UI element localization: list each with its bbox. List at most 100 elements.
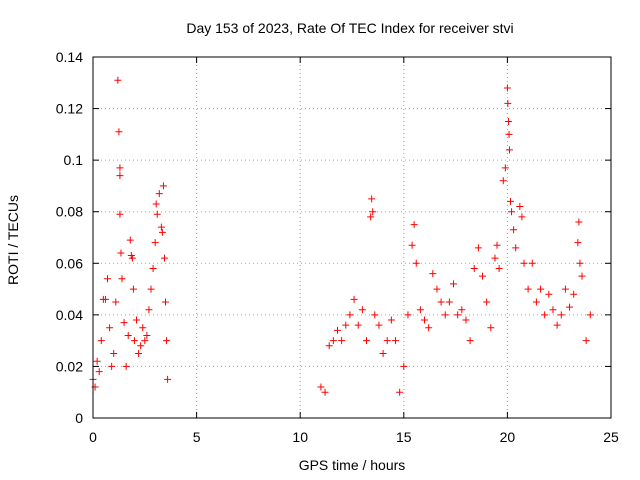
data-point-marker — [441, 311, 449, 319]
data-point-marker — [95, 368, 103, 376]
data-point-marker — [321, 388, 329, 396]
data-point-marker — [375, 321, 383, 329]
data-point-marker — [416, 306, 424, 314]
x-tick-label: 20 — [500, 429, 516, 445]
data-point-marker — [115, 128, 123, 136]
data-point-marker — [586, 311, 594, 319]
data-point-marker — [164, 375, 172, 383]
plot-frame — [92, 56, 612, 419]
data-point-marker — [122, 362, 130, 370]
data-point-marker — [487, 324, 495, 332]
data-point-marker — [505, 130, 513, 138]
data-point-marker — [578, 272, 586, 280]
data-point-marker — [368, 195, 376, 203]
data-point-marker — [541, 311, 549, 319]
x-tick-label: 0 — [89, 429, 97, 445]
data-point-marker — [524, 285, 532, 293]
y-tick-label: 0.08 — [56, 204, 83, 220]
y-tick-label: 0 — [75, 410, 83, 426]
data-point-marker — [493, 241, 501, 249]
data-point-marker — [553, 321, 561, 329]
data-point-marker — [143, 331, 151, 339]
data-point-marker — [454, 311, 462, 319]
data-point-marker — [149, 264, 157, 272]
data-point-marker — [118, 275, 126, 283]
data-point-marker — [516, 203, 524, 211]
y-tick-label: 0.02 — [56, 358, 83, 374]
data-point-marker — [479, 272, 487, 280]
data-point-marker — [367, 213, 375, 221]
data-point-marker — [338, 337, 346, 345]
x-tick-label: 5 — [193, 429, 201, 445]
data-point-marker — [421, 316, 429, 324]
data-point-marker — [570, 290, 578, 298]
data-point-marker — [329, 337, 337, 345]
x-axis-label: GPS time / hours — [299, 457, 406, 473]
data-point-marker — [425, 324, 433, 332]
data-point-marker — [445, 298, 453, 306]
data-point-marker — [504, 99, 512, 107]
x-tick-label: 15 — [396, 429, 412, 445]
x-axis-ticks: 0 5 10 15 20 25 — [89, 57, 619, 445]
x-tick-label: 25 — [603, 429, 619, 445]
data-point-marker — [408, 241, 416, 249]
data-point-marker — [129, 285, 137, 293]
data-point-marker — [110, 350, 118, 358]
data-point-marker — [575, 218, 583, 226]
data-point-marker — [512, 244, 520, 252]
data-point-marker — [499, 177, 507, 185]
data-point-marker — [162, 298, 170, 306]
data-point-marker — [576, 259, 584, 267]
data-point-marker — [112, 298, 120, 306]
data-point-marker — [120, 319, 128, 327]
data-point-marker — [114, 76, 122, 84]
data-point-marker — [450, 280, 458, 288]
data-point-marker — [466, 337, 474, 345]
data-point-marker — [104, 275, 112, 283]
data-point-marker — [158, 228, 166, 236]
y-tick-label: 0.04 — [56, 307, 83, 323]
data-point-marker — [116, 172, 124, 180]
data-point-marker — [470, 264, 478, 272]
data-point-marker — [510, 226, 518, 234]
data-point-marker — [106, 324, 114, 332]
data-point-marker — [369, 208, 377, 216]
data-point-marker — [128, 254, 136, 262]
data-point-marker — [503, 84, 511, 92]
data-point-marker — [325, 342, 333, 350]
data-point-marker — [346, 311, 354, 319]
data-point-marker — [383, 337, 391, 345]
data-point-marker — [412, 259, 420, 267]
chart-title: Day 153 of 2023, Rate Of TEC Index for r… — [186, 20, 513, 36]
data-point-marker — [532, 298, 540, 306]
data-point-marker — [518, 213, 526, 221]
data-point-marker — [141, 337, 149, 345]
data-point-marker — [97, 337, 105, 345]
y-axis-ticks: 0 0.02 0.04 0.06 0.08 0.1 0.12 0.14 — [56, 49, 611, 426]
data-point-marker — [429, 270, 437, 278]
data-point-marker — [410, 221, 418, 229]
data-point-marker — [537, 285, 545, 293]
data-point-marker — [379, 350, 387, 358]
y-axis-label: ROTI / TECUs — [5, 195, 21, 285]
data-point-marker — [404, 311, 412, 319]
data-point-marker — [117, 249, 125, 257]
data-point-marker — [130, 337, 138, 345]
data-point-marker — [135, 350, 143, 358]
data-point-marker — [157, 223, 165, 231]
data-points — [89, 76, 594, 396]
data-point-marker — [342, 321, 350, 329]
data-point-marker — [507, 197, 515, 205]
data-point-marker — [160, 254, 168, 262]
data-point-marker — [545, 290, 553, 298]
data-point-marker — [151, 239, 159, 247]
data-point-marker — [557, 311, 565, 319]
data-point-marker — [491, 254, 499, 262]
x-tick-label: 10 — [292, 429, 308, 445]
y-tick-label: 0.12 — [56, 101, 83, 117]
data-point-marker — [520, 259, 528, 267]
y-tick-label: 0.14 — [56, 49, 83, 65]
data-point-marker — [387, 316, 395, 324]
data-point-marker — [508, 208, 516, 216]
